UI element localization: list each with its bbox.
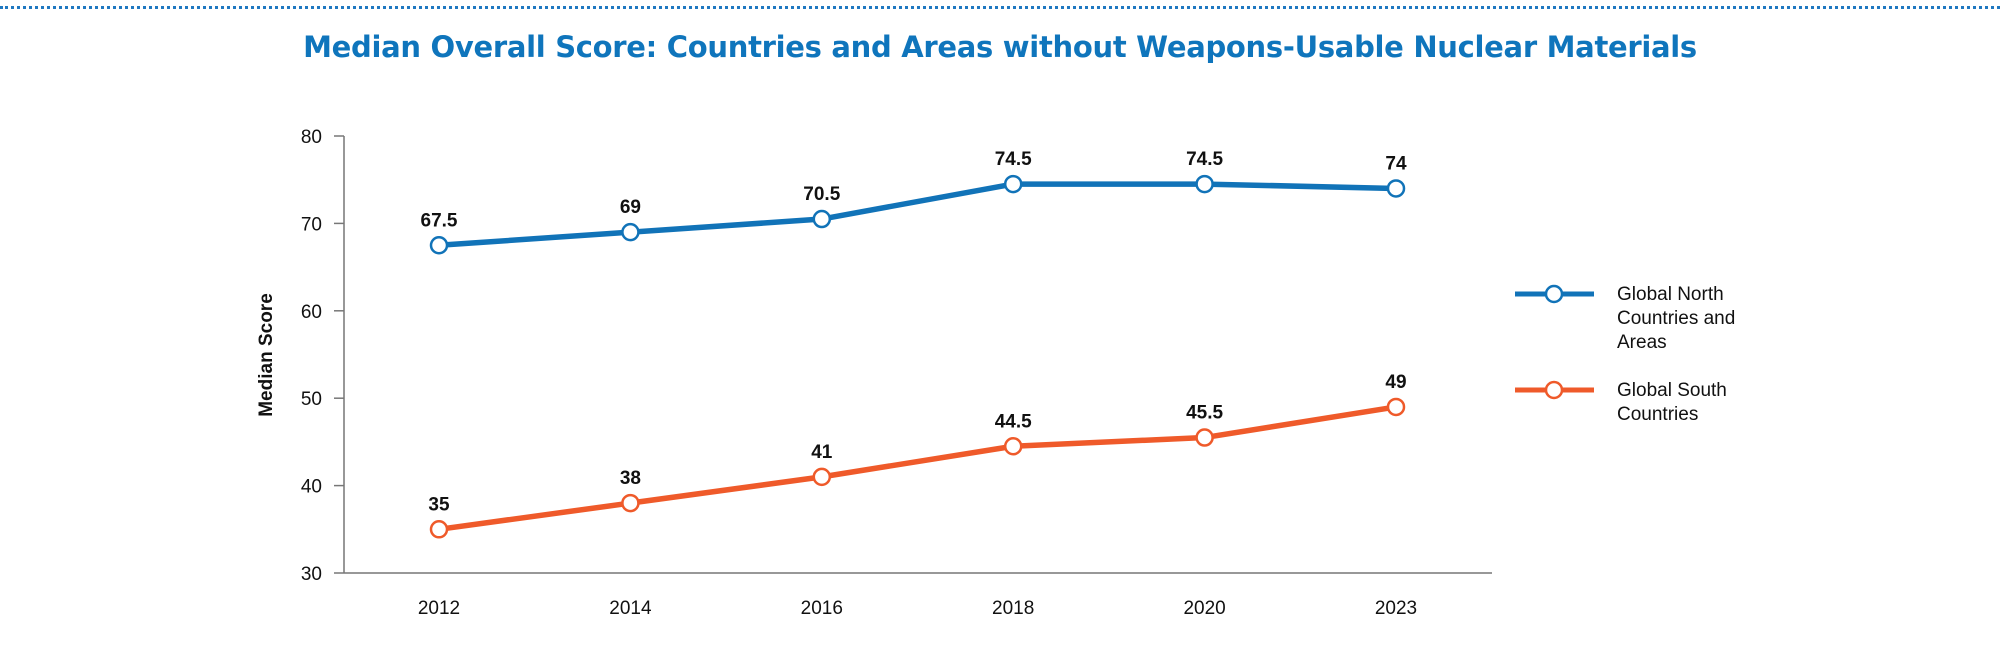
legend-swatch-marker	[1544, 284, 1564, 304]
y-tick-label: 70	[301, 214, 322, 235]
data-label: 70.5	[803, 184, 840, 205]
y-tick-label: 40	[301, 477, 322, 498]
series-1: 67.5 69 70.5 74.5 74.5 74	[421, 149, 1407, 255]
x-tick-label: 2014	[609, 598, 652, 619]
y-ticks: 80 70 60 50 40 30	[301, 127, 344, 585]
data-point	[1195, 428, 1214, 447]
data-label: 69	[620, 197, 641, 218]
data-point	[621, 493, 640, 513]
data-label: 44.5	[995, 411, 1032, 432]
legend-item-1: Global North Countries and Areas	[1515, 284, 1735, 353]
y-tick-label: 50	[301, 389, 322, 410]
data-label: 74.5	[1186, 149, 1223, 170]
legend-item-2: Global South Countries	[1515, 380, 1727, 425]
x-tick-label: 2023	[1375, 598, 1417, 619]
data-label: 35	[428, 494, 450, 515]
data-point	[812, 467, 832, 487]
legend-label: Countries	[1617, 404, 1698, 425]
x-tick-label: 2020	[1183, 598, 1225, 619]
data-point	[429, 520, 449, 539]
series-2: 35 38 41 44.5 45.5 49	[428, 372, 1407, 539]
series-line	[436, 404, 1399, 533]
series-layer: 67.5 69 70.5 74.5 74.5 74 35 38 41 44.5 45.5 49	[421, 149, 1407, 539]
legend-label: Global North	[1617, 284, 1724, 305]
x-tick-label: 2016	[801, 598, 843, 619]
data-label: 38	[620, 468, 641, 489]
y-tick-label: 60	[301, 302, 322, 323]
data-label: 41	[811, 442, 833, 463]
series-line	[436, 181, 1399, 248]
y-tick-label: 80	[301, 127, 322, 148]
x-ticks: 2012 2014 2016 2018 2020 2023	[418, 598, 1417, 619]
top-dotted-border	[0, 6, 2000, 9]
data-point	[429, 236, 449, 255]
x-tick-label: 2018	[992, 598, 1034, 619]
legend-swatch-marker	[1544, 380, 1564, 400]
data-point	[812, 209, 832, 229]
data-point	[1386, 179, 1406, 198]
x-tick-label: 2012	[418, 598, 460, 619]
legend-label: Areas	[1617, 332, 1667, 353]
data-label: 67.5	[421, 210, 458, 231]
data-point	[1195, 174, 1214, 194]
y-tick-label: 30	[301, 564, 322, 585]
data-label: 45.5	[1186, 403, 1223, 424]
data-point	[1003, 437, 1023, 456]
data-label: 49	[1385, 372, 1406, 393]
data-label: 74.5	[995, 149, 1032, 170]
data-point	[621, 222, 640, 242]
legend-label: Countries and	[1617, 308, 1735, 329]
data-point	[1386, 397, 1406, 417]
data-label: 74	[1385, 153, 1407, 174]
y-axis-title: Median Score	[256, 293, 277, 417]
legend: Global North Countries and Areas Global Sou…	[1515, 284, 1735, 425]
data-point	[1003, 174, 1023, 194]
chart-title: Median Overall Score: Countries and Area…	[303, 30, 1697, 64]
legend-label: Global South	[1617, 380, 1727, 401]
